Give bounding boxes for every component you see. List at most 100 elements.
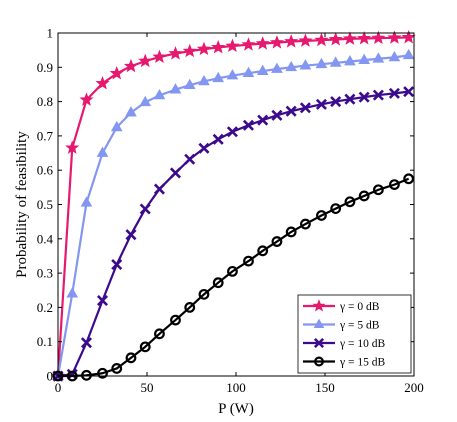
- tick-layer: 0 50 100 150 200 0 0.1 0.2 0.3 0.4 0.5 0.6 0.7 0.8 0.9…: [37, 26, 424, 396]
- legend-item: γ = 5 dB: [303, 318, 380, 332]
- data-point: [269, 35, 284, 49]
- data-point: [401, 30, 416, 44]
- data-point: [184, 302, 196, 313]
- data-point: [212, 277, 224, 289]
- data-point: [198, 142, 210, 154]
- y-tick-label: 1: [47, 26, 54, 41]
- data-point: [169, 83, 182, 94]
- data-point: [80, 337, 92, 349]
- data-point: [97, 367, 108, 379]
- y-tick-label: 0.6: [37, 163, 54, 178]
- data-point: [271, 236, 283, 247]
- y-tick-label: 0: [47, 369, 54, 384]
- y-tick-label: 0.9: [37, 60, 53, 75]
- data-point: [139, 341, 151, 353]
- data-point: [125, 352, 137, 364]
- data-point: [403, 86, 415, 98]
- data-point: [79, 92, 94, 106]
- data-point: [358, 91, 370, 103]
- data-point: [314, 32, 329, 47]
- data-point: [168, 46, 183, 60]
- data-point: [388, 87, 400, 99]
- data-point: [313, 318, 325, 329]
- legend-label: γ = 15 dB: [339, 357, 385, 369]
- data-point: [388, 50, 401, 62]
- data-point: [284, 34, 299, 48]
- data-point: [110, 120, 123, 132]
- data-point: [123, 58, 139, 73]
- data-point: [373, 184, 384, 196]
- data-point: [169, 167, 181, 179]
- data-point: [225, 38, 240, 53]
- data-point: [342, 31, 357, 45]
- data-point: [109, 66, 124, 80]
- data-point: [313, 337, 325, 349]
- data-point: [96, 146, 109, 157]
- data-point: [372, 52, 385, 63]
- y-tick-label: 0.5: [37, 197, 53, 212]
- data-point: [138, 53, 153, 68]
- x-tick-label: 150: [315, 380, 335, 395]
- data-point: [242, 119, 254, 131]
- data-point: [196, 41, 212, 56]
- x-tick-label: 0: [55, 380, 62, 395]
- data-point: [285, 105, 297, 117]
- data-point: [139, 203, 151, 215]
- legend-item: γ = 10 dB: [303, 337, 385, 350]
- data-point: [152, 49, 167, 64]
- data-point: [403, 173, 415, 185]
- data-point: [111, 363, 123, 374]
- data-point: [299, 59, 312, 70]
- y-axis-title: Probability of feasibility: [14, 131, 30, 278]
- data-point: [212, 133, 224, 145]
- data-point: [226, 69, 239, 80]
- data-point: [372, 89, 384, 101]
- data-point: [312, 299, 326, 312]
- data-point: [212, 71, 225, 83]
- data-point: [285, 60, 298, 72]
- x-tick-label: 50: [141, 380, 154, 395]
- data-point: [300, 218, 311, 230]
- data-point: [357, 31, 372, 45]
- data-point: [344, 196, 356, 208]
- data-point: [80, 196, 93, 207]
- data-point: [316, 210, 327, 221]
- y-tick-label: 0.2: [37, 300, 53, 315]
- data-point: [387, 30, 402, 44]
- series-layer: [50, 30, 416, 382]
- data-point: [183, 78, 196, 90]
- data-point: [328, 32, 343, 46]
- data-point: [298, 33, 313, 47]
- data-point: [211, 40, 226, 54]
- data-point: [153, 183, 165, 195]
- data-point: [184, 153, 196, 165]
- legend-label: γ = 0 dB: [339, 301, 380, 313]
- data-point: [81, 369, 92, 381]
- data-point: [242, 66, 255, 78]
- data-point: [314, 356, 324, 367]
- data-point: [257, 245, 269, 257]
- y-tick-label: 0.4: [37, 231, 54, 246]
- data-point: [315, 57, 328, 69]
- legend-label: γ = 5 dB: [339, 320, 380, 332]
- data-point: [402, 48, 415, 60]
- data-point: [271, 62, 283, 73]
- data-point: [330, 96, 342, 108]
- data-point: [227, 265, 238, 277]
- legend-label: γ = 10 dB: [339, 338, 385, 350]
- y-tick-label: 0.1: [37, 334, 53, 349]
- data-point: [285, 226, 297, 238]
- data-point: [65, 140, 80, 154]
- y-tick-label: 0.8: [37, 94, 53, 109]
- x-tick-label: 100: [226, 380, 246, 395]
- data-point: [330, 203, 342, 215]
- y-tick-label: 0.3: [37, 266, 53, 281]
- data-point: [154, 328, 165, 340]
- data-point: [125, 106, 137, 117]
- data-point: [243, 255, 254, 267]
- x-axis-title: P (W): [218, 401, 254, 417]
- data-point: [66, 287, 79, 298]
- legend: γ = 0 dB γ = 5 dB γ = 10 dB γ = 15 dB: [297, 294, 412, 374]
- data-point: [358, 53, 370, 64]
